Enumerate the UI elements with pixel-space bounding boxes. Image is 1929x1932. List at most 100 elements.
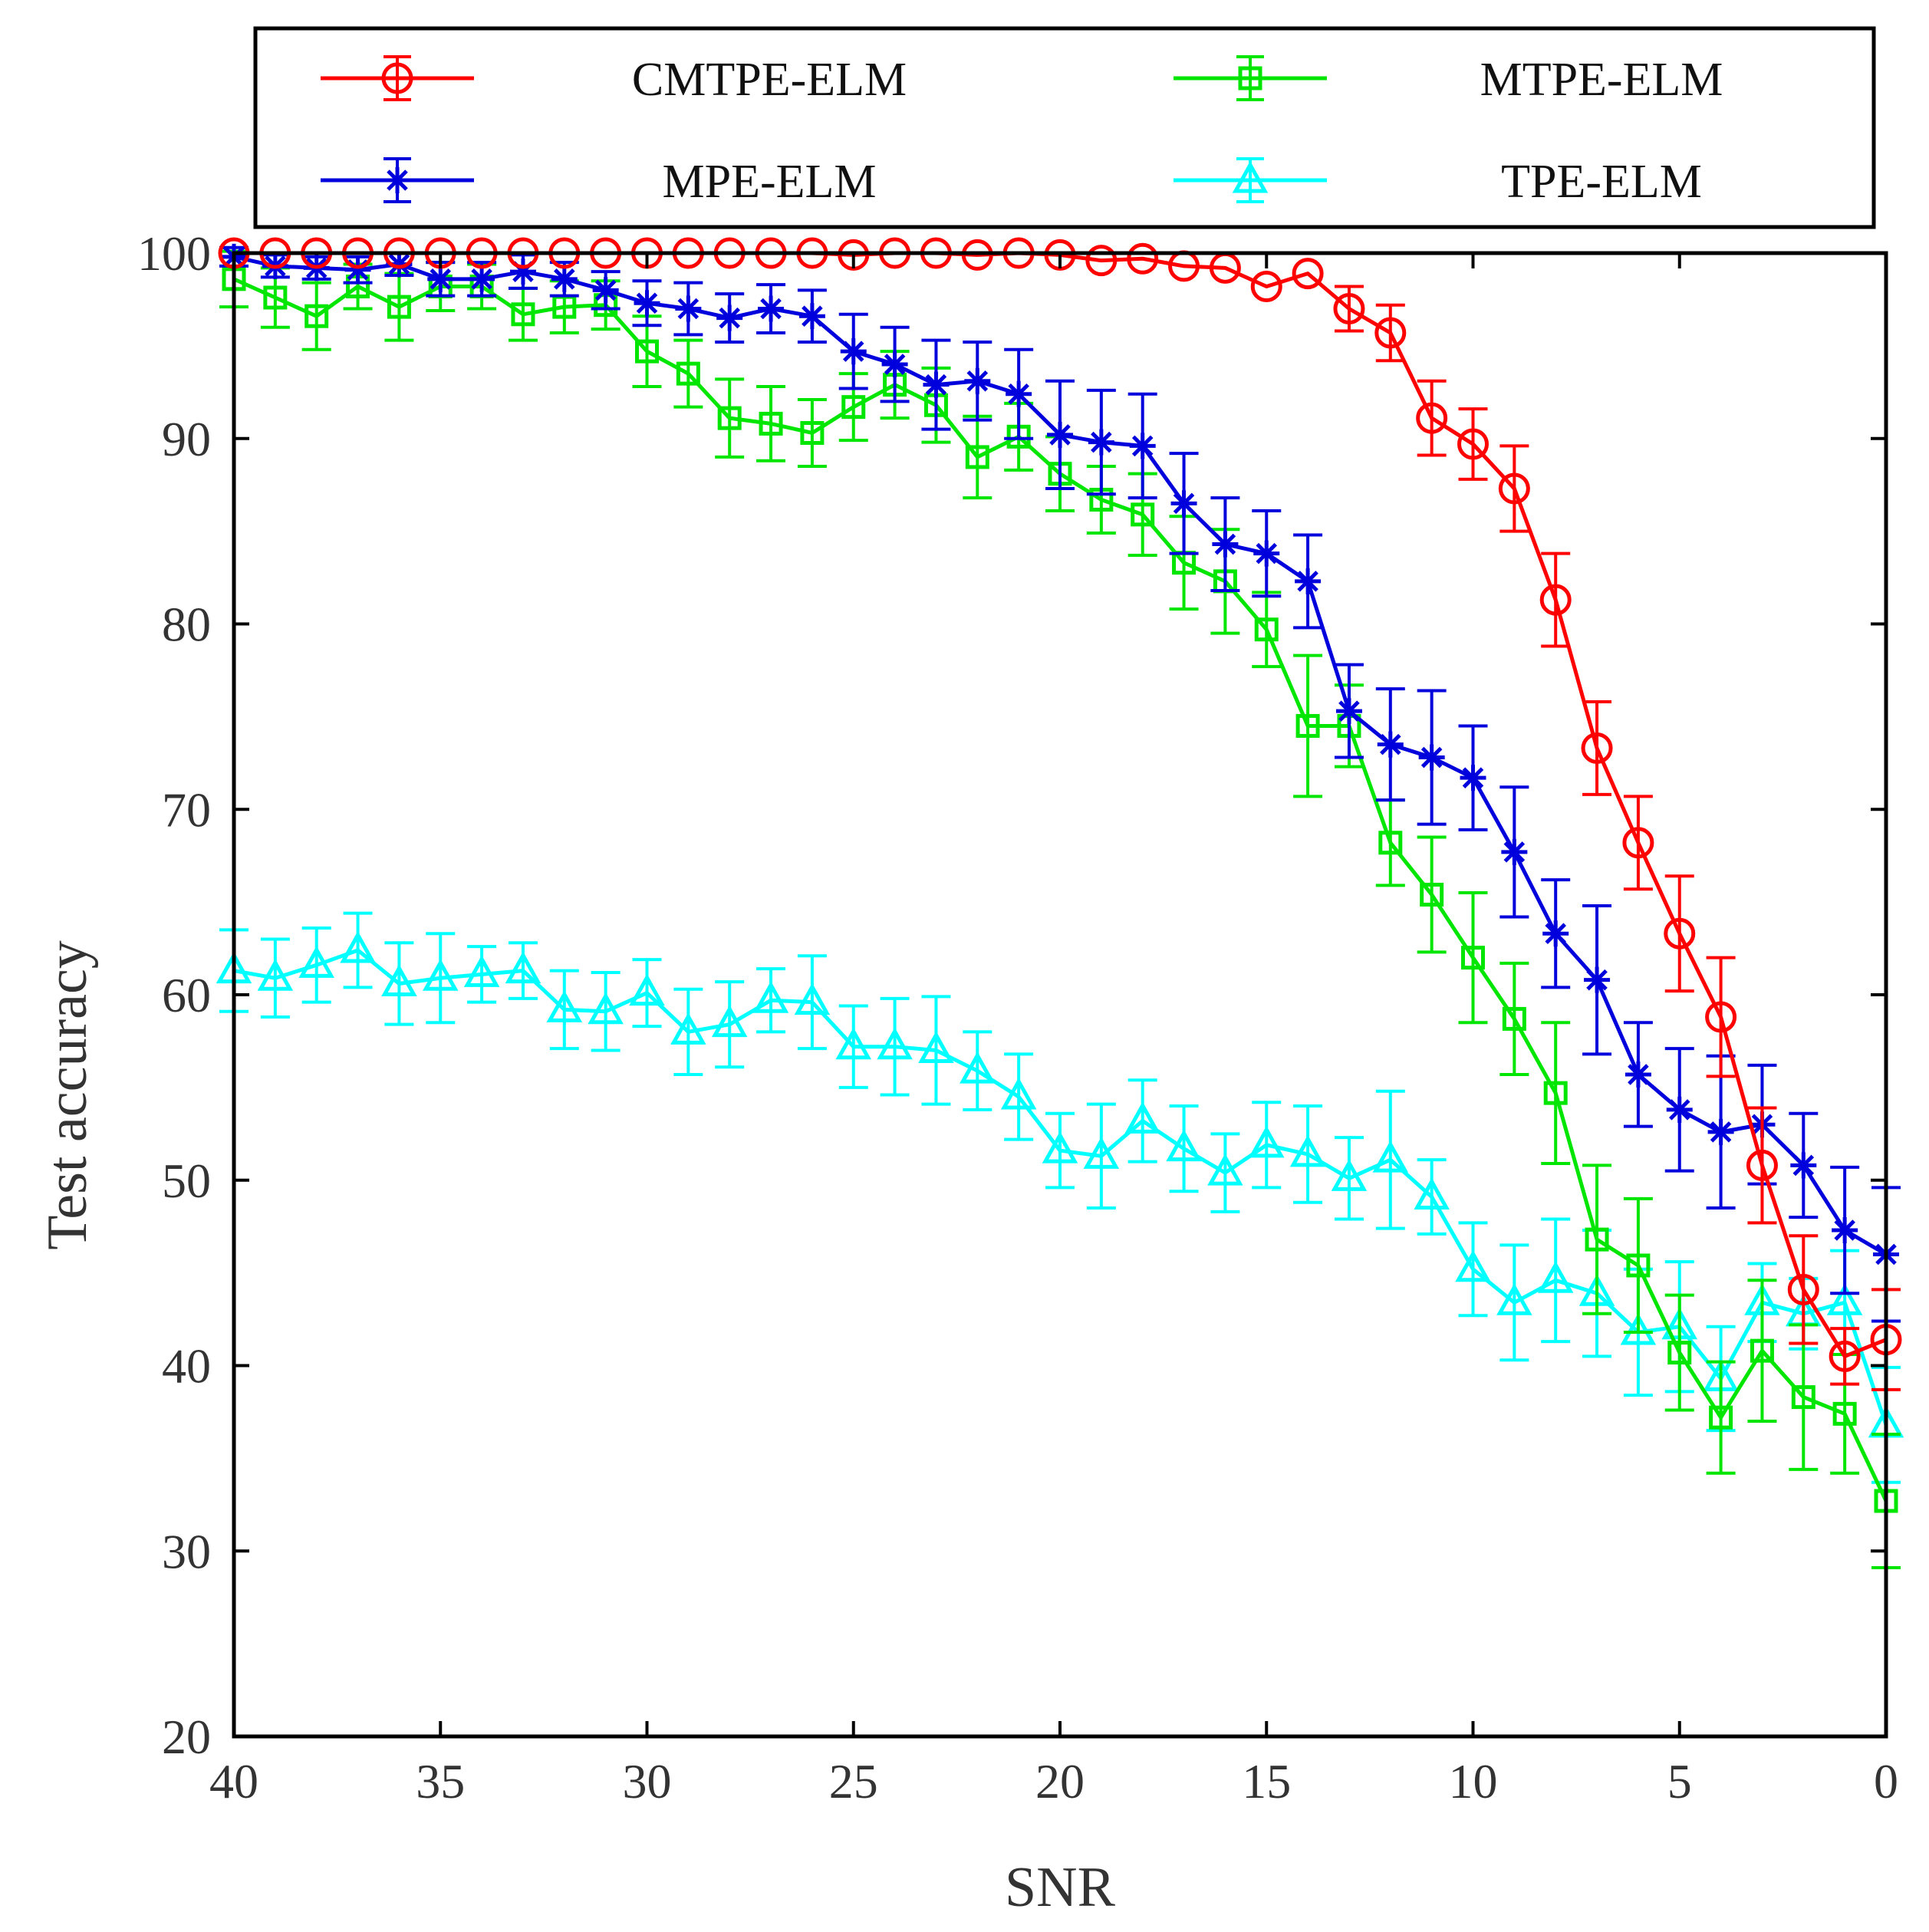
legend-entry-mtpe-elm: MTPE-ELM <box>1174 54 1723 106</box>
data-point-tpe-elm <box>877 1027 913 1060</box>
x-tick-label: 0 <box>1874 1754 1898 1809</box>
error-bar-mtpe-elm <box>673 338 703 409</box>
error-bar-cmtpe-elm <box>1375 303 1405 363</box>
y-tick-label: 20 <box>162 1710 211 1764</box>
data-point-tpe-elm <box>1414 1177 1450 1210</box>
data-point-tpe-elm <box>340 930 376 963</box>
data-point-tpe-elm <box>1826 1283 1863 1315</box>
data-point-mpe-elm <box>1377 731 1404 758</box>
data-point-tpe-elm <box>505 951 542 984</box>
x-tick-label: 25 <box>829 1754 878 1809</box>
error-bar-mtpe-elm <box>1664 1293 1694 1412</box>
data-point-mpe-elm <box>592 277 619 304</box>
legend: CMTPE-ELM MTPE-ELM MPE-ELM TPE-ELM <box>253 26 1876 229</box>
data-point-mpe-elm <box>1666 1096 1693 1123</box>
error-bar-tpe-elm <box>1045 1111 1075 1190</box>
data-point-mpe-elm <box>427 265 454 292</box>
data-point-cmtpe-elm <box>1374 317 1407 349</box>
data-point-tpe-elm <box>1166 1129 1202 1162</box>
data-point-mpe-elm <box>1253 540 1280 567</box>
data-point-mpe-elm <box>634 290 660 317</box>
data-point-mpe-elm <box>1790 1152 1817 1179</box>
legend-label-cmtpe-elm: CMTPE-ELM <box>632 54 907 106</box>
error-bar-cmtpe-elm <box>1582 700 1612 796</box>
y-tick-label: 40 <box>162 1339 211 1394</box>
error-bar-cmtpe-elm <box>1664 874 1694 993</box>
data-point-cmtpe-elm <box>1416 402 1448 434</box>
data-point-mpe-elm <box>1542 920 1569 947</box>
error-bar-cmtpe-elm <box>1747 1106 1777 1225</box>
data-point-mtpe-elm <box>1667 1341 1692 1365</box>
data-point-mtpe-elm <box>1832 1401 1857 1426</box>
y-tick-label: 50 <box>162 1154 211 1208</box>
x-axis-label: SNR <box>1005 1856 1116 1919</box>
series-layer <box>216 237 1904 1570</box>
data-point-tpe-elm <box>1000 1077 1037 1110</box>
error-bar-cmtpe-elm <box>1789 1234 1819 1345</box>
error-bar-tpe-elm <box>591 970 621 1052</box>
legend-marker-mtpe-elm <box>1238 66 1262 91</box>
data-point-tpe-elm <box>257 959 294 991</box>
error-bar-mtpe-elm <box>301 281 331 351</box>
data-point-tpe-elm <box>1620 1312 1657 1345</box>
x-tick-label: 5 <box>1667 1754 1692 1809</box>
data-point-mtpe-elm <box>965 445 989 469</box>
data-point-tpe-elm <box>298 946 334 978</box>
data-point-mpe-elm <box>840 338 867 365</box>
data-point-tpe-elm <box>794 982 831 1015</box>
data-point-tpe-elm <box>711 1005 748 1038</box>
data-point-mtpe-elm <box>1791 1385 1815 1410</box>
data-point-cmtpe-elm <box>1705 1001 1737 1033</box>
error-bar-tpe-elm <box>838 1004 868 1089</box>
data-point-mpe-elm <box>1625 1061 1651 1088</box>
y-tick-label: 90 <box>162 412 211 466</box>
error-bar-tpe-elm <box>756 967 786 1034</box>
data-point-tpe-elm <box>1124 1101 1160 1134</box>
legend-entry-cmtpe-elm: CMTPE-ELM <box>321 54 907 106</box>
error-bar-tpe-elm <box>343 911 373 989</box>
error-bar-mtpe-elm <box>1706 1360 1736 1475</box>
data-point-mtpe-elm <box>1750 1338 1774 1363</box>
data-point-cmtpe-elm <box>1292 258 1324 290</box>
error-bar-cmtpe-elm <box>1541 551 1571 648</box>
y-tick-label: 70 <box>162 782 211 837</box>
legend-marker-mpe-elm <box>384 167 410 193</box>
legend-label-mtpe-elm: MTPE-ELM <box>1480 54 1723 106</box>
error-bar-mtpe-elm <box>1747 1279 1777 1423</box>
x-tick-label: 10 <box>1449 1754 1498 1809</box>
data-point-cmtpe-elm <box>1333 293 1365 325</box>
legend-box <box>253 26 1876 229</box>
error-bar-tpe-elm <box>1334 1136 1364 1221</box>
y-tick-label: 30 <box>162 1524 211 1578</box>
error-bar-mtpe-elm <box>1623 1196 1653 1334</box>
error-bar-cmtpe-elm <box>1706 956 1736 1078</box>
data-point-tpe-elm <box>1207 1153 1243 1186</box>
data-point-mtpe-elm <box>759 411 783 436</box>
error-bar-tpe-elm <box>1541 1217 1571 1344</box>
data-point-tpe-elm <box>1042 1131 1078 1163</box>
data-point-tpe-elm <box>1372 1140 1409 1173</box>
data-point-mtpe-elm <box>717 406 742 430</box>
data-point-mtpe-elm <box>1585 1227 1609 1252</box>
data-point-cmtpe-elm <box>1829 1340 1861 1372</box>
error-bar-tpe-elm <box>715 980 745 1069</box>
error-bar-tpe-elm <box>963 1030 992 1111</box>
data-point-cmtpe-elm <box>1457 428 1489 460</box>
data-point-tpe-elm <box>835 1027 872 1060</box>
data-point-mpe-elm <box>1295 568 1322 594</box>
error-bar-tpe-elm <box>384 941 414 1026</box>
data-point-mpe-elm <box>344 256 371 283</box>
data-point-mtpe-elm <box>1254 617 1279 642</box>
data-point-mtpe-elm <box>841 395 866 420</box>
error-bar-tpe-elm <box>673 987 703 1076</box>
error-bar-cmtpe-elm <box>1417 379 1447 457</box>
data-point-cmtpe-elm <box>1787 1273 1819 1305</box>
data-point-mpe-elm <box>964 367 991 394</box>
data-point-mpe-elm <box>675 295 702 322</box>
data-point-tpe-elm <box>1455 1249 1491 1282</box>
error-bar-mtpe-elm <box>1458 891 1488 1025</box>
data-point-mpe-elm <box>1335 698 1362 725</box>
data-point-mtpe-elm <box>1502 1006 1526 1031</box>
